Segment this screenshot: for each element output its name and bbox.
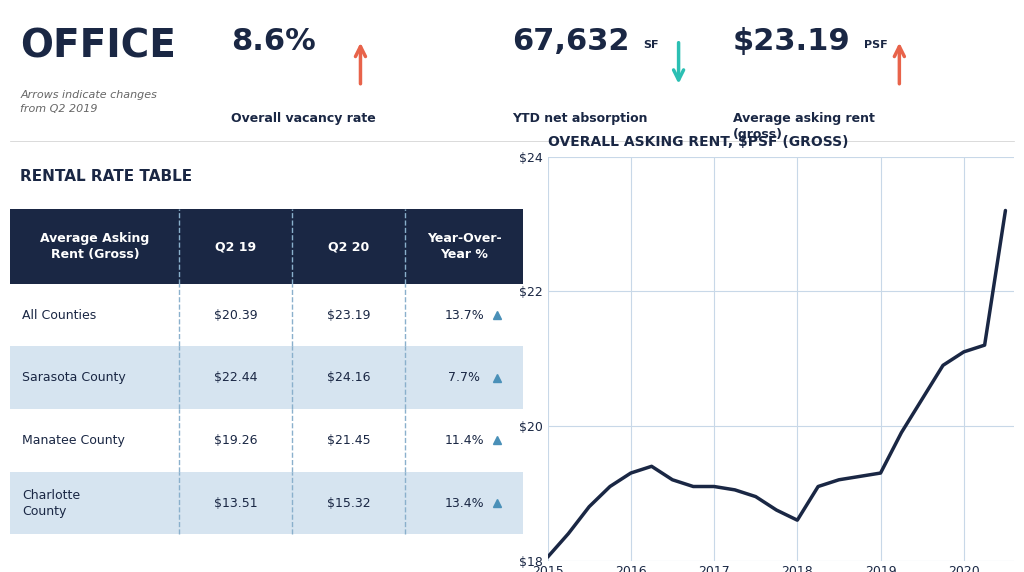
FancyBboxPatch shape [406,409,523,472]
Text: $20.39: $20.39 [214,309,258,321]
Text: YTD net absorption: YTD net absorption [512,112,647,125]
Text: $24.16: $24.16 [327,371,371,384]
Text: Q2 20: Q2 20 [328,240,370,253]
Text: Average asking rent
(gross): Average asking rent (gross) [733,112,874,141]
Text: 11.4%: 11.4% [444,434,484,447]
Text: SF: SF [643,40,659,50]
Text: Sarasota County: Sarasota County [23,371,126,384]
FancyBboxPatch shape [179,347,292,409]
FancyBboxPatch shape [292,472,406,534]
Text: 13.7%: 13.7% [444,309,484,321]
Text: PSF: PSF [864,40,888,50]
Text: Charlotte
County: Charlotte County [23,488,80,518]
Text: $13.51: $13.51 [214,496,258,510]
Text: Arrows indicate changes
from Q2 2019: Arrows indicate changes from Q2 2019 [20,90,157,114]
Text: RENTAL RATE TABLE: RENTAL RATE TABLE [20,169,193,184]
FancyBboxPatch shape [406,347,523,409]
Text: All Counties: All Counties [23,309,96,321]
Text: OFFICE: OFFICE [20,27,176,65]
FancyBboxPatch shape [179,472,292,534]
FancyBboxPatch shape [406,209,523,284]
Text: $21.45: $21.45 [327,434,371,447]
Text: Year-Over-
Year %: Year-Over- Year % [427,232,502,261]
Text: OVERALL ASKING RENT, $PSF (GROSS): OVERALL ASKING RENT, $PSF (GROSS) [548,134,848,149]
Text: Manatee County: Manatee County [23,434,125,447]
FancyBboxPatch shape [406,472,523,534]
FancyBboxPatch shape [406,284,523,347]
Text: 13.4%: 13.4% [444,496,484,510]
Text: 7.7%: 7.7% [449,371,480,384]
FancyBboxPatch shape [179,409,292,472]
Text: Q2 19: Q2 19 [215,240,256,253]
Text: Overall vacancy rate: Overall vacancy rate [231,112,376,125]
FancyBboxPatch shape [10,347,179,409]
FancyBboxPatch shape [292,409,406,472]
FancyBboxPatch shape [10,209,179,284]
FancyBboxPatch shape [179,284,292,347]
Text: $23.19: $23.19 [733,27,851,56]
Text: $15.32: $15.32 [327,496,371,510]
Text: Average Asking
Rent (Gross): Average Asking Rent (Gross) [40,232,150,261]
Text: $23.19: $23.19 [327,309,371,321]
FancyBboxPatch shape [179,209,292,284]
FancyBboxPatch shape [292,284,406,347]
FancyBboxPatch shape [10,409,179,472]
FancyBboxPatch shape [292,209,406,284]
FancyBboxPatch shape [10,472,179,534]
Text: 67,632: 67,632 [512,27,630,56]
Text: $22.44: $22.44 [214,371,258,384]
Text: 8.6%: 8.6% [231,27,315,56]
FancyBboxPatch shape [10,284,179,347]
FancyBboxPatch shape [292,347,406,409]
Text: $19.26: $19.26 [214,434,258,447]
